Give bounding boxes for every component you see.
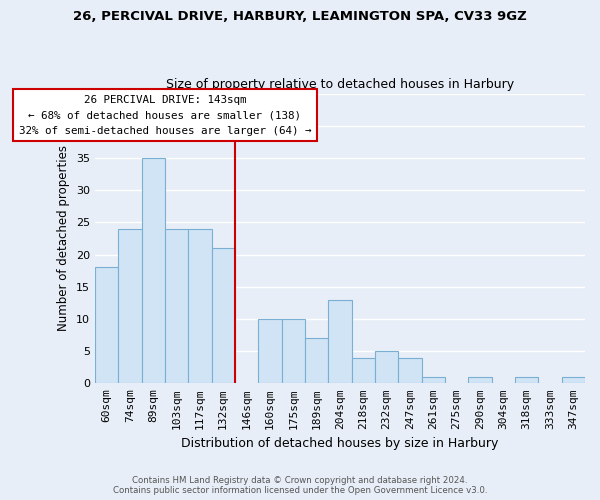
Bar [352,358,375,384]
Bar [165,229,188,384]
Bar [375,351,398,384]
Text: 26, PERCIVAL DRIVE, HARBURY, LEAMINGTON SPA, CV33 9GZ: 26, PERCIVAL DRIVE, HARBURY, LEAMINGTON … [73,10,527,23]
Y-axis label: Number of detached properties: Number of detached properties [57,146,70,332]
Bar [422,377,445,384]
Bar [118,229,142,384]
Bar [398,358,422,384]
X-axis label: Distribution of detached houses by size in Harbury: Distribution of detached houses by size … [181,437,499,450]
Bar [281,319,305,384]
Bar [328,300,352,384]
Bar [188,229,212,384]
Text: 26 PERCIVAL DRIVE: 143sqm
← 68% of detached houses are smaller (138)
32% of semi: 26 PERCIVAL DRIVE: 143sqm ← 68% of detac… [19,95,311,136]
Bar [515,377,538,384]
Text: Contains HM Land Registry data © Crown copyright and database right 2024.
Contai: Contains HM Land Registry data © Crown c… [113,476,487,495]
Title: Size of property relative to detached houses in Harbury: Size of property relative to detached ho… [166,78,514,91]
Bar [258,319,281,384]
Bar [305,338,328,384]
Bar [468,377,491,384]
Bar [212,248,235,384]
Bar [562,377,585,384]
Bar [95,268,118,384]
Bar [142,158,165,384]
